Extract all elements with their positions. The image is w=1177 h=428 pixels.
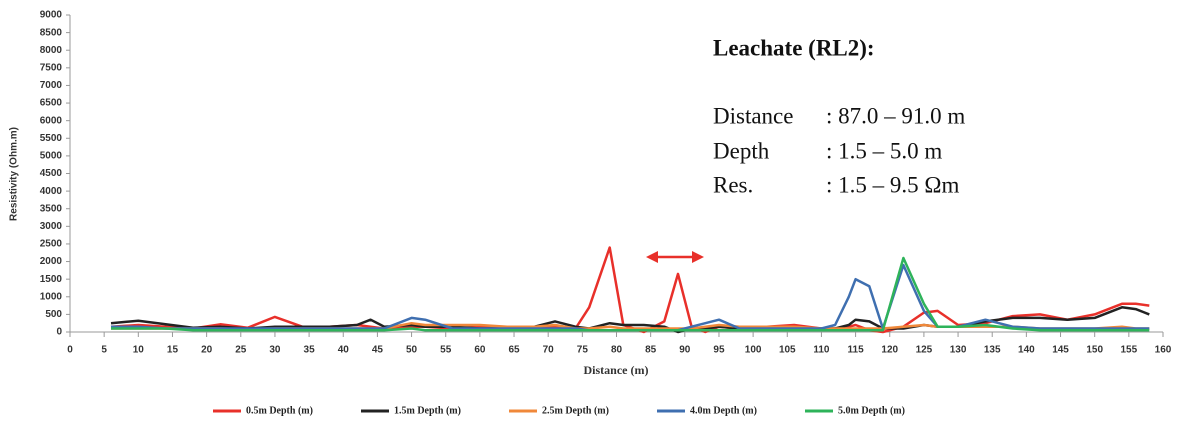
y-tick-label: 7500 bbox=[40, 62, 63, 73]
annotation-label: Distance bbox=[713, 103, 793, 128]
y-tick-label: 2500 bbox=[40, 239, 63, 250]
legend-label: 0.5m Depth (m) bbox=[246, 405, 313, 416]
x-tick-label: 0 bbox=[67, 345, 73, 356]
x-tick-label: 130 bbox=[950, 345, 967, 356]
x-tick-label: 95 bbox=[713, 345, 725, 356]
y-axis-label: Resistivity (Ohm.m) bbox=[9, 127, 20, 221]
x-tick-label: 155 bbox=[1121, 345, 1138, 356]
range-arrow bbox=[646, 251, 704, 263]
x-tick-label: 145 bbox=[1052, 345, 1069, 356]
x-tick-label: 60 bbox=[474, 345, 486, 356]
x-tick-label: 110 bbox=[813, 345, 830, 356]
legend-label: 1.5m Depth (m) bbox=[394, 405, 461, 416]
x-tick-label: 85 bbox=[645, 345, 657, 356]
x-tick-label: 100 bbox=[745, 345, 762, 356]
x-tick-label: 65 bbox=[508, 345, 520, 356]
y-tick-label: 9000 bbox=[40, 10, 63, 21]
annotation-label: Res. bbox=[713, 172, 753, 197]
y-tick-label: 500 bbox=[45, 309, 62, 320]
x-tick-label: 45 bbox=[372, 345, 384, 356]
x-tick-label: 70 bbox=[543, 345, 555, 356]
y-tick-label: 3500 bbox=[40, 203, 63, 214]
x-tick-label: 120 bbox=[881, 345, 898, 356]
x-tick-label: 40 bbox=[338, 345, 350, 356]
y-tick-label: 6000 bbox=[40, 115, 63, 126]
x-tick-label: 90 bbox=[679, 345, 691, 356]
x-tick-label: 5 bbox=[101, 345, 107, 356]
y-tick-label: 5500 bbox=[40, 133, 63, 144]
y-tick-label: 6500 bbox=[40, 98, 63, 109]
x-tick-label: 30 bbox=[269, 345, 281, 356]
x-tick-label: 75 bbox=[577, 345, 589, 356]
x-tick-label: 55 bbox=[440, 345, 452, 356]
y-tick-label: 1500 bbox=[40, 274, 63, 285]
y-tick-label: 8000 bbox=[40, 45, 63, 56]
y-tick-label: 2000 bbox=[40, 256, 63, 267]
x-tick-label: 160 bbox=[1155, 345, 1172, 356]
y-tick-label: 3000 bbox=[40, 221, 63, 232]
x-tick-label: 140 bbox=[1018, 345, 1035, 356]
y-tick-label: 1000 bbox=[40, 291, 63, 302]
x-tick-label: 135 bbox=[984, 345, 1001, 356]
annotation-value: : 1.5 – 9.5 Ωm bbox=[826, 172, 959, 197]
annotation-label: Depth bbox=[713, 138, 770, 163]
y-tick-label: 0 bbox=[56, 327, 62, 338]
x-tick-label: 25 bbox=[235, 345, 247, 356]
y-tick-label: 8500 bbox=[40, 27, 63, 38]
x-tick-label: 10 bbox=[133, 345, 145, 356]
y-tick-label: 4000 bbox=[40, 186, 63, 197]
x-tick-label: 20 bbox=[201, 345, 213, 356]
x-tick-label: 50 bbox=[406, 345, 418, 356]
x-tick-label: 35 bbox=[304, 345, 316, 356]
y-tick-label: 5000 bbox=[40, 151, 63, 162]
series-line bbox=[111, 256, 1150, 332]
x-tick-label: 115 bbox=[848, 345, 865, 356]
annotation-title: Leachate (RL2): bbox=[713, 35, 875, 60]
annotation-value: : 87.0 – 91.0 m bbox=[826, 103, 965, 128]
x-tick-label: 150 bbox=[1086, 345, 1103, 356]
x-axis-label: Distance (m) bbox=[584, 363, 649, 377]
legend-label: 2.5m Depth (m) bbox=[542, 405, 609, 416]
y-tick-label: 7000 bbox=[40, 80, 63, 91]
y-tick-label: 4500 bbox=[40, 168, 63, 179]
x-tick-label: 15 bbox=[167, 345, 179, 356]
x-tick-label: 125 bbox=[916, 345, 933, 356]
x-tick-label: 105 bbox=[779, 345, 796, 356]
x-tick-label: 80 bbox=[611, 345, 623, 356]
annotation-value: : 1.5 – 5.0 m bbox=[826, 138, 942, 163]
legend-label: 5.0m Depth (m) bbox=[838, 405, 905, 416]
legend-label: 4.0m Depth (m) bbox=[690, 405, 757, 416]
